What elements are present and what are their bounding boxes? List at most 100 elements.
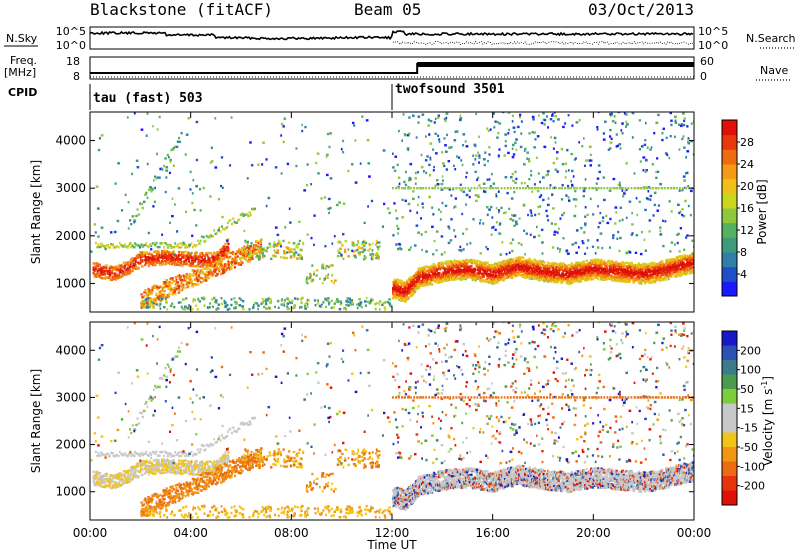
power-point (584, 275, 587, 279)
power-point (667, 259, 670, 262)
power-point (613, 277, 617, 281)
power-point (374, 253, 377, 257)
power-point (126, 272, 129, 275)
power-point (259, 241, 262, 244)
power-point (680, 272, 682, 275)
power-point (202, 271, 205, 274)
power-point (288, 299, 290, 302)
power-point (210, 271, 213, 274)
power-point (441, 262, 444, 266)
power-point (104, 277, 107, 281)
power-point (212, 269, 215, 273)
power-point (465, 259, 469, 262)
power-point (462, 248, 465, 251)
power-point (654, 268, 657, 272)
power-point (453, 278, 456, 281)
power-point (650, 281, 652, 284)
power-point (647, 274, 650, 277)
power-point (162, 296, 165, 299)
power-point (570, 179, 572, 183)
power-point (105, 266, 108, 270)
power-point (448, 270, 451, 274)
power-point (201, 235, 205, 239)
power-point (215, 265, 219, 269)
power-point (392, 280, 394, 284)
power-point (536, 273, 539, 277)
power-point (161, 242, 164, 245)
power-point (497, 276, 501, 279)
power-point (661, 260, 664, 264)
power-point (93, 268, 96, 271)
power-point (105, 244, 107, 248)
power-point (259, 251, 263, 254)
power-point (164, 241, 167, 245)
power-point (199, 276, 202, 280)
power-point (260, 243, 263, 246)
power-point (174, 286, 178, 289)
power-point (508, 262, 511, 265)
power-point (463, 266, 466, 269)
power-point (324, 298, 328, 301)
power-point (286, 256, 289, 260)
power-point (198, 261, 200, 264)
power-point (152, 261, 155, 265)
power-point (223, 246, 226, 249)
power-point (507, 269, 510, 272)
power-point (625, 269, 628, 272)
power-point (140, 302, 143, 305)
power-point (118, 266, 122, 270)
power-point (514, 259, 517, 263)
power-point (460, 273, 463, 276)
power-point (128, 268, 131, 272)
power-point (653, 262, 656, 265)
power-point (249, 245, 251, 248)
power-point (99, 270, 102, 274)
power-point (252, 208, 255, 211)
power-point (417, 267, 420, 270)
power-point (140, 255, 143, 259)
power-point (347, 255, 351, 258)
power-point (576, 278, 579, 281)
power-point (211, 265, 214, 268)
power-point (132, 259, 135, 262)
power-point (578, 261, 582, 265)
power-point (454, 264, 457, 268)
power-point (363, 300, 367, 303)
power-point (650, 281, 654, 284)
power-point (140, 265, 144, 268)
power-point (420, 282, 423, 285)
power-point (488, 274, 492, 277)
power-point (551, 278, 554, 282)
power-point (330, 279, 333, 283)
power-point (463, 277, 466, 281)
power-point (649, 268, 651, 272)
power-point (433, 274, 436, 278)
power-point (625, 261, 628, 264)
power-point (134, 219, 137, 222)
power-point (644, 274, 648, 278)
power-point (421, 270, 423, 273)
power-point (223, 266, 226, 270)
power-point (329, 264, 332, 267)
power-point (397, 283, 400, 286)
power-point (216, 251, 218, 254)
power-point (594, 263, 597, 266)
power-point (479, 272, 481, 275)
power-point (163, 285, 166, 289)
power-point (567, 114, 570, 117)
power-point (321, 281, 324, 285)
power-point (337, 249, 340, 252)
power-point (177, 260, 180, 263)
power-point (443, 268, 447, 272)
power-point (522, 275, 525, 279)
power-point (345, 308, 348, 311)
power-point (643, 274, 646, 277)
power-point (302, 241, 305, 245)
power-point (410, 291, 413, 294)
power-point (140, 202, 144, 206)
power-point (264, 302, 268, 306)
power-point (403, 299, 406, 302)
power-point (596, 271, 599, 274)
power-point (458, 272, 462, 275)
power-point (621, 268, 624, 272)
